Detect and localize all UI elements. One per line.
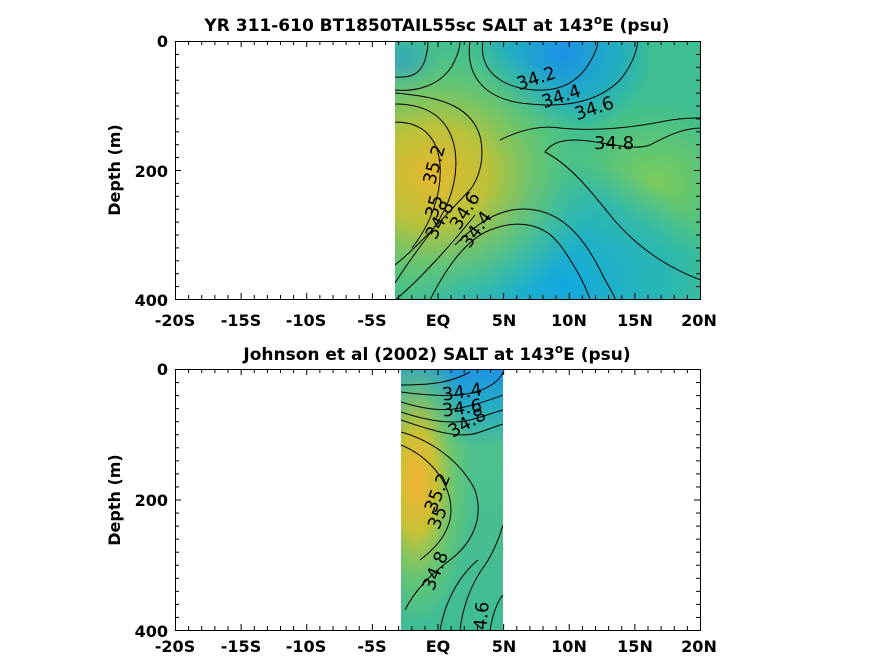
y-tick-label: 400	[135, 291, 168, 310]
y-tick-label: 400	[135, 622, 168, 641]
x-tick-label: -5S	[357, 637, 386, 656]
bottom-y-axis-label: Depth (m)	[105, 454, 124, 546]
top-data-field: 34.2 34.4 34.6 34.8 35.2 35 34.8 34.6 34…	[395, 41, 701, 299]
x-tick-label: 15N	[617, 637, 653, 656]
x-tick-label: -15S	[221, 637, 261, 656]
bottom-tick-marks	[175, 369, 701, 631]
x-tick-label: 15N	[617, 311, 653, 330]
bottom-contour-lines	[401, 371, 503, 631]
bottom-data-field: 34.4 34.6 34.8 35.2 35 34.8 34.6	[401, 369, 503, 643]
x-tick-label: 20N	[681, 311, 717, 330]
x-tick-label: -20S	[155, 637, 195, 656]
y-tick-label: 0	[157, 360, 168, 379]
y-tick-label: 200	[135, 491, 168, 510]
x-tick-label: EQ	[426, 637, 451, 656]
contour-label: 34.6	[469, 601, 493, 643]
y-tick-label: 0	[157, 32, 168, 51]
contour-label: 34.8	[594, 133, 634, 154]
x-tick-label: 10N	[551, 637, 587, 656]
top-tick-marks	[175, 41, 701, 300]
x-tick-label: -10S	[286, 311, 326, 330]
x-tick-label: -5S	[357, 311, 386, 330]
bottom-title: Johnson et al (2002) SALT at 143oE (psu)	[242, 342, 630, 365]
x-tick-label: 10N	[551, 311, 587, 330]
bottom-y-tick-labels: 0 200 400	[135, 360, 168, 641]
x-tick-label: 20N	[681, 637, 717, 656]
x-tick-label: 5N	[492, 311, 517, 330]
x-tick-label: -15S	[221, 311, 261, 330]
top-contour-lines	[395, 41, 701, 299]
top-y-tick-labels: 0 200 400	[135, 32, 168, 310]
bottom-panel: Johnson et al (2002) SALT at 143oE (psu)…	[105, 342, 717, 656]
x-tick-label: 5N	[492, 637, 517, 656]
top-title: YR 311-610 BT1850TAIL55sc SALT at 143oE …	[203, 13, 669, 36]
top-panel: YR 311-610 BT1850TAIL55sc SALT at 143oE …	[105, 13, 717, 330]
y-tick-label: 200	[135, 162, 168, 181]
x-tick-label: -20S	[155, 311, 195, 330]
top-y-axis-label: Depth (m)	[105, 124, 124, 216]
top-x-tick-labels: -20S -15S -10S -5S EQ 5N 10N 15N 20N	[155, 311, 717, 330]
bottom-x-tick-labels: -20S -15S -10S -5S EQ 5N 10N 15N 20N	[155, 637, 717, 656]
x-tick-label: EQ	[426, 311, 451, 330]
x-tick-label: -10S	[286, 637, 326, 656]
